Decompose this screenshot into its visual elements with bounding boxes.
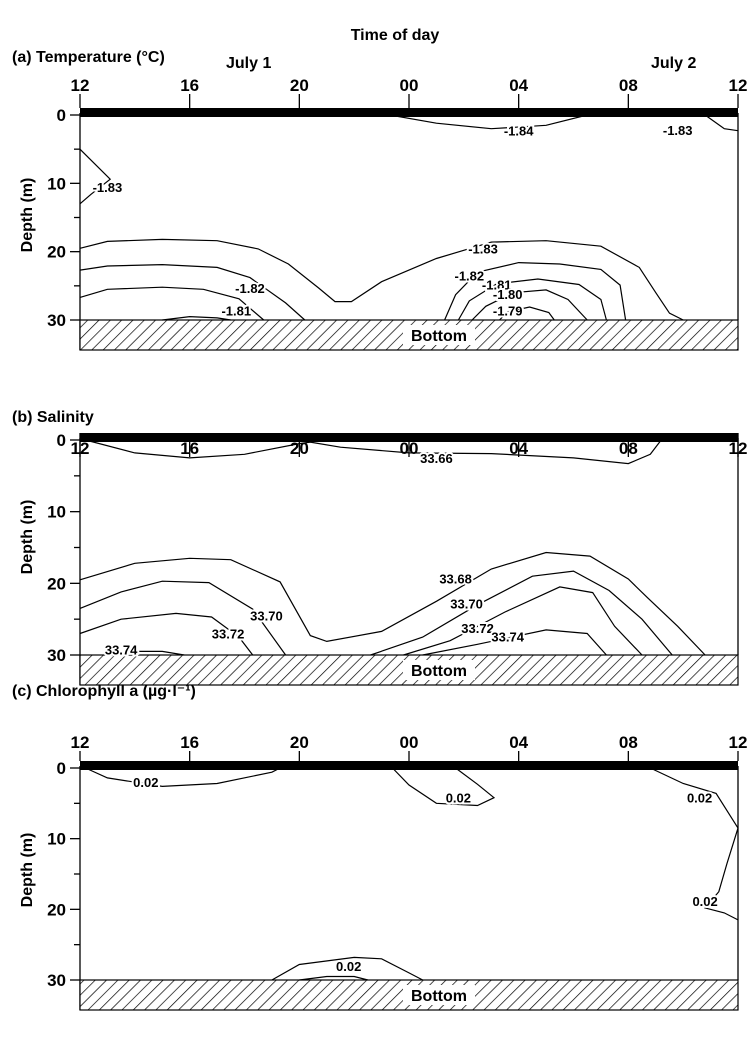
contour-label: 33.70: [250, 609, 283, 624]
panel-temperature: (a) Temperature (°C) 0 10 20 30 Depth (m) 12 16…: [12, 49, 748, 351]
contour-line: [79, 148, 112, 205]
panel-chlorophyll: (c) Chlorophyll a (µg·l⁻¹) 0 10 20 30 Depth (…: [12, 683, 748, 1011]
contour-label: 0.02: [336, 959, 361, 974]
contour-label: -1.82: [235, 281, 265, 296]
time-tick-label: 00: [400, 76, 419, 95]
depth-axis-label: Depth (m): [19, 833, 36, 908]
contour-line: [79, 580, 287, 656]
contour-line: [403, 586, 643, 656]
time-tick-label: 04: [509, 76, 528, 95]
contour-line: [85, 767, 281, 788]
contour-line: [79, 612, 254, 656]
contour-label: 0.02: [692, 894, 717, 909]
bottom-label-bg: [403, 325, 475, 345]
contour-line: [162, 315, 231, 321]
depth-tick-label: 20: [47, 900, 66, 919]
time-tick-label: 12: [729, 76, 748, 95]
contour-label: -1.83: [663, 123, 693, 138]
contour-label: 33.66: [420, 451, 453, 466]
contour-label: 33.70: [450, 596, 483, 611]
time-tick-label: 20: [290, 733, 309, 752]
depth-tick-label: 10: [47, 503, 66, 522]
depth-tick-label: 20: [47, 574, 66, 593]
contour-label: -1.83: [468, 241, 498, 256]
contour-label: -1.80: [493, 287, 523, 302]
bottom-label-bg: [403, 660, 475, 680]
time-tick-label: 08: [619, 76, 638, 95]
contour-line: [79, 238, 684, 321]
panel-title: (c) Chlorophyll a (µg·l⁻¹): [12, 683, 196, 700]
bottom-label: Bottom: [411, 988, 467, 1005]
contour-line: [79, 263, 306, 321]
time-tick-label: 16: [180, 733, 199, 752]
day-label-july-1: July 1: [226, 55, 271, 72]
depth-tick-label: 0: [57, 759, 66, 778]
contour-line: [299, 975, 369, 981]
contour-label: 33.72: [461, 621, 494, 636]
contour-line: [422, 629, 607, 656]
panel-title: (b) Salinity: [12, 409, 94, 426]
time-tick-label: 04: [509, 733, 528, 752]
day-label-july-2: July 2: [651, 55, 696, 72]
time-tick-label: 12: [729, 733, 748, 752]
figure-title: Time of day: [351, 27, 440, 44]
contour-line: [499, 306, 555, 321]
contour-line: [471, 289, 588, 321]
depth-tick-label: 30: [47, 971, 66, 990]
contour-label: -1.82: [454, 269, 484, 284]
depth-tick-label: 30: [47, 646, 66, 665]
contour-label: 0.02: [687, 791, 712, 806]
contour-line: [370, 570, 673, 656]
depth-axis-label: Depth (m): [19, 178, 36, 253]
contour-line: [79, 286, 265, 321]
time-tick-label: 00: [400, 733, 419, 752]
contour-label: 33.74: [105, 642, 138, 657]
panel-title: (a) Temperature (°C): [12, 49, 165, 66]
surface-bar: [80, 761, 738, 770]
depth-tick-label: 20: [47, 243, 66, 262]
bottom-label: Bottom: [411, 663, 467, 680]
contour-line: [85, 439, 662, 465]
time-tick-label: 12: [71, 76, 90, 95]
contour-line: [271, 956, 423, 981]
contour-line: [107, 650, 185, 656]
contour-label: -1.83: [93, 180, 123, 195]
contour-label: -1.79: [493, 303, 523, 318]
contour-label: 0.02: [446, 791, 471, 806]
contour-line: [650, 767, 739, 921]
depth-tick-label: 0: [57, 431, 66, 450]
depth-tick-label: 10: [47, 830, 66, 849]
contour-line: [457, 278, 607, 321]
contour-label: -1.81: [221, 303, 251, 318]
contour-label: 0.02: [133, 775, 158, 790]
contour-line: [392, 767, 496, 807]
contour-line: [389, 114, 588, 130]
contour-label: 33.74: [491, 629, 524, 644]
contour-line: [79, 551, 706, 656]
depth-tick-label: 10: [47, 174, 66, 193]
contour-label: -1.84: [504, 124, 534, 139]
contour-label: 33.72: [212, 627, 245, 642]
time-tick-label: 20: [290, 76, 309, 95]
bottom-label-bg: [403, 985, 475, 1005]
bottom-label: Bottom: [411, 328, 467, 345]
depth-tick-label: 0: [57, 106, 66, 125]
time-tick-label: 16: [180, 76, 199, 95]
time-tick-label: 12: [71, 733, 90, 752]
contour-label: -1.81: [482, 277, 512, 292]
contour-label: 33.68: [439, 571, 472, 586]
surface-bar: [80, 108, 738, 117]
contour-line: [704, 114, 739, 132]
time-tick-label: 08: [619, 733, 638, 752]
contour-line: [444, 261, 627, 321]
depth-axis-label: Depth (m): [19, 500, 36, 575]
depth-tick-label: 30: [47, 311, 66, 330]
